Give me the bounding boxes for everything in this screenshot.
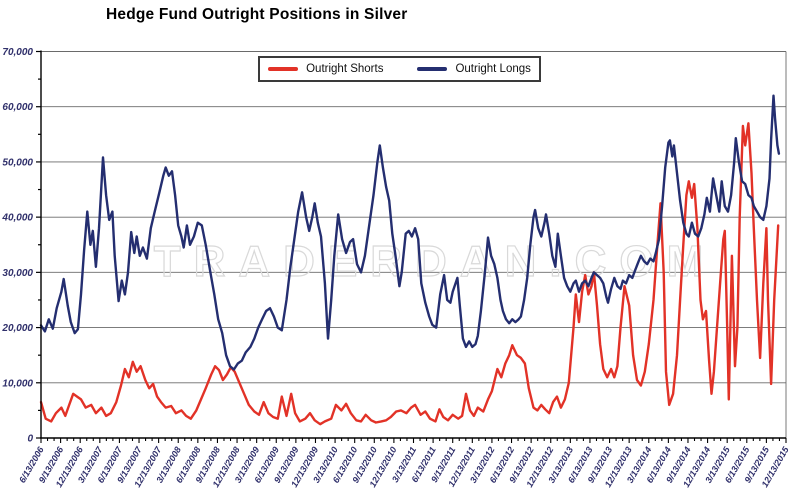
svg-text:30,000: 30,000 [2,268,33,279]
svg-text:10,000: 10,000 [2,378,33,389]
shorts-line-swatch [268,67,299,71]
watermark-text: TRADERDAN.COM [154,237,717,286]
svg-text:50,000: 50,000 [2,157,33,168]
legend-label-longs: Outright Longs [455,63,531,75]
longs-line-swatch [417,67,448,71]
legend-label-shorts: Outright Shorts [306,63,384,75]
x-axis-ticks-labels: 6/13/20069/13/200612/13/20063/13/20076/1… [17,438,791,489]
svg-text:40,000: 40,000 [1,213,33,224]
page-title: Hedge Fund Outright Positions in Silver [106,6,408,23]
y-axis-ticks-labels: 0 10,000 20,000 30,000 40,000 50,000 60,000 70,… [1,47,41,445]
series-line-longs [39,94,781,371]
legend-item-outright-longs: Outright Longs [417,63,531,75]
svg-text:70,000: 70,000 [2,47,33,58]
svg-text:0: 0 [27,434,33,445]
legend: Outright Shorts Outright Longs [258,56,541,82]
svg-text:20,000: 20,000 [1,323,33,334]
legend-item-outright-shorts: Outright Shorts [268,63,383,75]
svg-text:60,000: 60,000 [2,102,33,113]
series-line-shorts [39,122,780,426]
